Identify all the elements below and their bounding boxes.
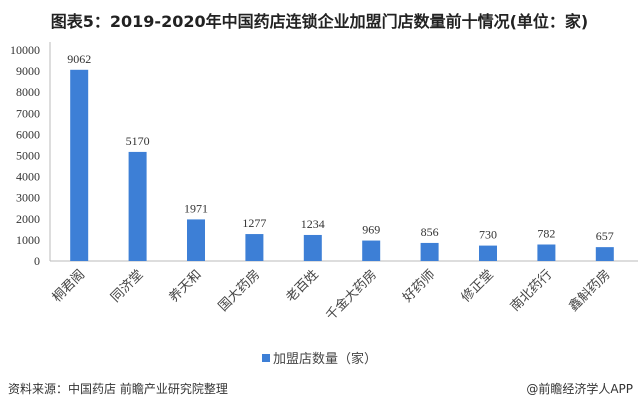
data-label: 856 — [421, 225, 439, 239]
x-tick-label: 同济堂 — [108, 267, 146, 305]
y-tick-label: 10000 — [10, 43, 40, 57]
y-tick-label: 5000 — [16, 149, 40, 163]
x-tick-label: 桐君阁 — [49, 267, 87, 305]
data-label: 730 — [479, 228, 497, 242]
x-tick-label: 老百姓 — [283, 267, 321, 305]
bar — [420, 242, 439, 261]
legend-swatch — [261, 354, 270, 362]
data-label: 5170 — [126, 134, 150, 148]
y-tick-label: 1000 — [16, 233, 40, 247]
x-tick-label: 国大药房 — [215, 267, 262, 314]
bar — [303, 234, 322, 261]
bar — [479, 245, 497, 261]
bar — [70, 69, 89, 261]
y-tick-label: 6000 — [16, 127, 40, 141]
x-tick-label: 千金大药房 — [323, 267, 380, 324]
x-tick-label: 好药师 — [400, 267, 438, 305]
y-tick-label: 0 — [34, 254, 40, 268]
bar-chart: 0 1000 2000 3000 4000 5000 6000 7000 8000 9000 100… — [10, 42, 638, 324]
data-label: 1234 — [301, 217, 325, 231]
y-tick-label: 8000 — [16, 85, 40, 99]
data-label: 1971 — [184, 201, 208, 215]
legend-label: 加盟店数量（家） — [272, 352, 377, 367]
credit-note: @前瞻经济学人APP — [526, 382, 633, 396]
y-tick-label: 3000 — [16, 191, 40, 205]
y-tick-label: 7000 — [16, 106, 40, 120]
x-tick-label: 修正堂 — [458, 267, 496, 305]
bar — [245, 234, 264, 261]
data-label: 782 — [537, 226, 555, 240]
bar — [362, 240, 381, 261]
x-tick-label: 养天和 — [166, 267, 204, 305]
y-tick-label: 4000 — [16, 170, 40, 184]
data-label: 9062 — [67, 52, 91, 66]
source-note: 资料来源：中国药店 前瞻产业研究院整理 — [8, 382, 228, 396]
x-tick-label: 南北药行 — [507, 267, 554, 314]
data-label: 657 — [596, 229, 614, 243]
bar — [187, 219, 205, 261]
y-tick-label: 2000 — [16, 212, 40, 226]
bar — [537, 244, 556, 261]
data-label: 969 — [362, 223, 380, 237]
data-label: 1277 — [242, 216, 266, 230]
legend: 加盟店数量（家） — [0, 348, 639, 367]
y-tick-label: 9000 — [16, 64, 40, 78]
x-tick-label: 鑫斛药房 — [566, 267, 613, 314]
bar — [128, 151, 147, 261]
chart-title: 图表5：2019-2020年中国药店连锁企业加盟门店数量前十情况(单位：家) — [50, 12, 589, 31]
bar — [595, 247, 614, 261]
